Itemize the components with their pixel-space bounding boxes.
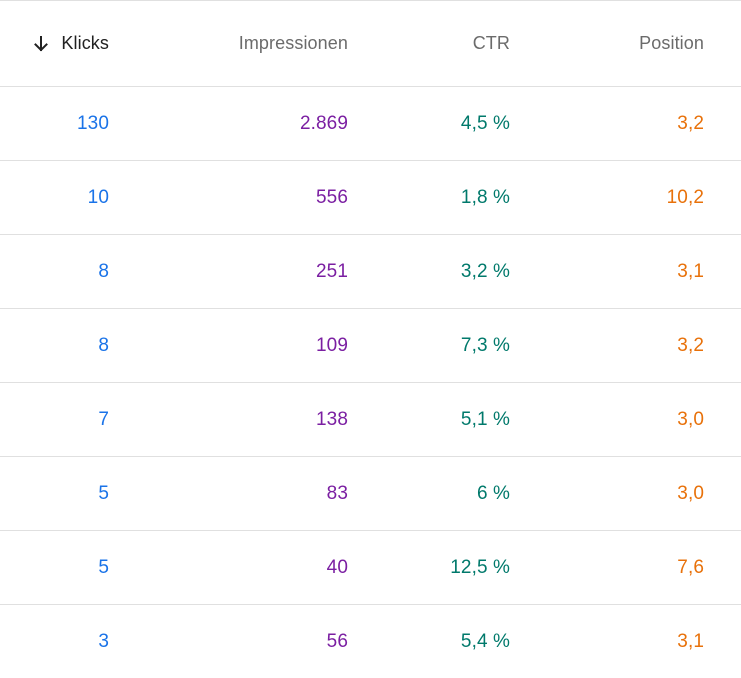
cell-klicks: 8 <box>98 260 109 282</box>
cell-klicks: 7 <box>98 408 109 430</box>
table-row[interactable]: 8 251 3,2 % 3,1 <box>0 235 741 309</box>
table-row[interactable]: 5 83 6 % 3,0 <box>0 457 741 531</box>
cell-impressionen: 2.869 <box>299 112 348 134</box>
cell-impressionen: 138 <box>315 408 348 430</box>
cell-ctr: 5,4 % <box>460 630 510 652</box>
table-row[interactable]: 130 2.869 4,5 % 3,2 <box>0 87 741 161</box>
cell-impressionen: 83 <box>326 482 348 504</box>
table-row[interactable]: 10 556 1,8 % 10,2 <box>0 161 741 235</box>
table-row[interactable]: 8 109 7,3 % 3,2 <box>0 309 741 383</box>
cell-position: 3,0 <box>677 482 704 504</box>
cell-position: 3,0 <box>677 408 704 430</box>
cell-ctr: 3,2 % <box>460 260 510 282</box>
cell-impressionen: 556 <box>315 186 348 208</box>
column-header-impressionen[interactable]: Impressionen <box>238 33 348 53</box>
cell-impressionen: 109 <box>315 334 348 356</box>
cell-ctr: 6 % <box>476 482 510 504</box>
cell-position: 3,1 <box>677 630 704 652</box>
cell-klicks: 8 <box>98 334 109 356</box>
cell-position: 3,2 <box>677 112 704 134</box>
arrow-down-icon[interactable] <box>31 34 51 54</box>
cell-position: 3,2 <box>677 334 704 356</box>
cell-klicks: 5 <box>98 556 109 578</box>
cell-ctr: 4,5 % <box>460 112 510 134</box>
table-row[interactable]: 5 40 12,5 % 7,6 <box>0 531 741 605</box>
cell-impressionen: 40 <box>326 556 348 578</box>
column-header-klicks-label: Klicks <box>61 33 109 53</box>
table-row[interactable]: 7 138 5,1 % 3,0 <box>0 383 741 457</box>
cell-ctr: 1,8 % <box>460 186 510 208</box>
cell-klicks: 5 <box>98 482 109 504</box>
column-header-position[interactable]: Position <box>639 33 704 53</box>
cell-klicks: 10 <box>87 186 109 208</box>
table-header-row: Klicks Impressionen CTR Position <box>0 1 741 87</box>
table-row[interactable]: 3 56 5,4 % 3,1 <box>0 605 741 678</box>
cell-ctr: 5,1 % <box>460 408 510 430</box>
cell-klicks: 3 <box>98 630 109 652</box>
cell-impressionen: 251 <box>315 260 348 282</box>
cell-ctr: 7,3 % <box>460 334 510 356</box>
cell-impressionen: 56 <box>326 630 348 652</box>
cell-position: 3,1 <box>677 260 704 282</box>
column-header-ctr[interactable]: CTR <box>472 33 510 53</box>
cell-ctr: 12,5 % <box>450 556 510 578</box>
cell-position: 7,6 <box>677 556 704 578</box>
cell-klicks: 130 <box>76 112 109 134</box>
column-header-klicks[interactable]: Klicks <box>0 1 109 86</box>
cell-position: 10,2 <box>666 186 704 208</box>
